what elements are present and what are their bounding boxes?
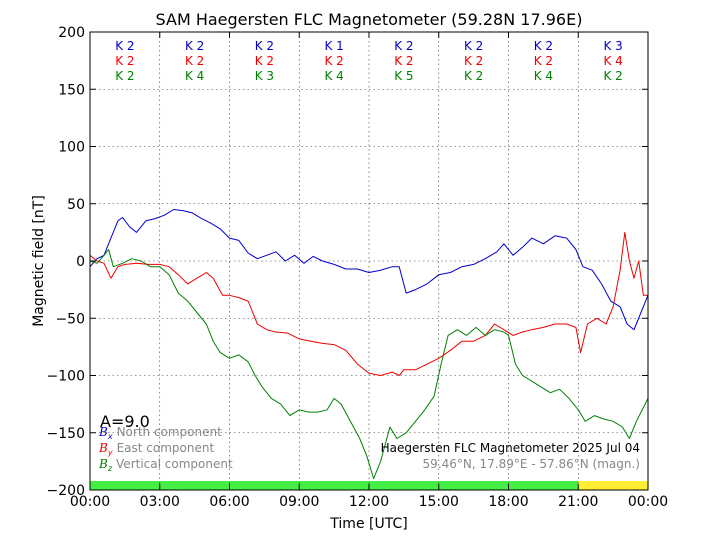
legend-label-1: East component	[117, 441, 215, 455]
series-line-2	[89, 249, 649, 480]
k-index-2-0: K 2	[115, 69, 134, 83]
legend-label-2: Vertical component	[116, 457, 233, 471]
x-tick-label-0: 00:00	[70, 494, 110, 510]
legend-subscript-0: x	[107, 432, 113, 441]
k-index-1-2: K 2	[255, 54, 274, 68]
activity-segment-0	[90, 481, 579, 490]
legend-subscript-1: y	[107, 448, 113, 457]
k-index-0-1: K 2	[185, 39, 204, 53]
y-tick-label-0: −200	[47, 483, 85, 499]
x-tick-label-5: 15:00	[419, 494, 459, 510]
k-index-2-4: K 5	[394, 69, 413, 83]
x-tick-label-1: 03:00	[140, 494, 180, 510]
x-tick-label-3: 09:00	[279, 494, 319, 510]
y-tick-label-1: −150	[47, 426, 85, 442]
info-station-line: Haegersten FLC Magnetometer 2025 Jul 04	[381, 441, 640, 455]
k-index-2-3: K 4	[324, 69, 343, 83]
series-line-0	[89, 209, 649, 331]
legend-item-0: Bx North component	[98, 425, 222, 441]
legend-symbol-2: B	[98, 457, 108, 471]
k-index-1-3: K 2	[324, 54, 343, 68]
k-index-1-7: K 4	[603, 54, 622, 68]
y-tick-label-5: 50	[67, 197, 85, 213]
x-tick-label-7: 21:00	[558, 494, 598, 510]
x-tick-label-6: 18:00	[488, 494, 528, 510]
k-index-0-5: K 2	[464, 39, 483, 53]
k-index-2-5: K 2	[464, 69, 483, 83]
x-tick-label-4: 12:00	[349, 494, 389, 510]
k-index-1-0: K 2	[115, 54, 134, 68]
y-tick-label-4: 0	[76, 254, 85, 270]
axis-ticks: 00:00 03:00 06:00 09:00 12:00 15:00 18:00 21:00…	[47, 25, 669, 510]
activity-segment-1	[578, 481, 648, 490]
k-index-1-5: K 2	[464, 54, 483, 68]
activity-bar	[90, 481, 648, 490]
k-index-2-1: K 4	[185, 69, 204, 83]
legend-label-0: North component	[117, 425, 223, 439]
y-tick-label-6: 100	[58, 140, 85, 156]
info-coords-line: 59.46°N, 17.89°E - 57.86°N (magn.)	[423, 457, 640, 471]
series-lines	[89, 209, 649, 480]
y-axis-label: Magnetic field [nT]	[31, 195, 47, 327]
x-tick-label-8: 00:00	[628, 494, 668, 510]
legend: Bx North component By East component Bz Verti…	[98, 425, 233, 473]
legend-item-2: Bz Vertical component	[98, 457, 233, 473]
y-tick-label-8: 200	[58, 25, 85, 41]
k-index-1-6: K 2	[534, 54, 553, 68]
k-index-0-6: K 2	[534, 39, 553, 53]
k-index-2-2: K 3	[255, 69, 274, 83]
y-tick-label-7: 150	[58, 82, 85, 98]
k-index-0-0: K 2	[115, 39, 134, 53]
k-index-0-3: K 1	[324, 39, 343, 53]
y-tick-label-3: −50	[55, 311, 85, 327]
x-tick-label-2: 06:00	[209, 494, 249, 510]
legend-symbol-1: B	[98, 441, 108, 455]
k-index-2-7: K 2	[603, 69, 622, 83]
legend-symbol-0: B	[98, 425, 108, 439]
k-index-1-4: K 2	[394, 54, 413, 68]
series-line-1	[89, 231, 648, 376]
legend-item-1: By East component	[98, 441, 214, 457]
grid-lines	[90, 32, 648, 490]
a-index-label: A=9.0	[100, 412, 150, 431]
k-index-0-7: K 3	[603, 39, 622, 53]
k-index-0-4: K 2	[394, 39, 413, 53]
k-index-2-6: K 4	[534, 69, 553, 83]
k-index-0-2: K 2	[255, 39, 274, 53]
chart-title: SAM Haegersten FLC Magnetometer (59.28N …	[156, 10, 583, 29]
y-tick-label-2: −100	[47, 369, 85, 385]
k-index-1-1: K 2	[185, 54, 204, 68]
legend-subscript-2: z	[107, 464, 113, 473]
x-axis-label: Time [UTC]	[329, 516, 407, 532]
